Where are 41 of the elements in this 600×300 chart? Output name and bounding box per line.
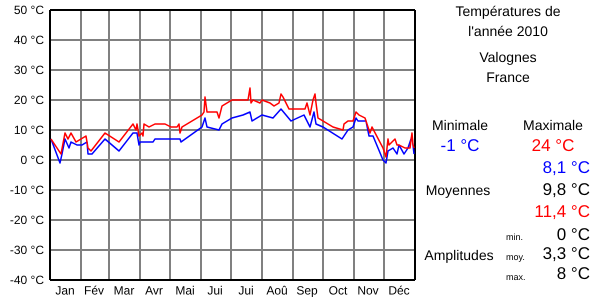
text: -1 °C bbox=[440, 136, 480, 155]
y-tick-label: 40 °C bbox=[14, 32, 44, 47]
x-tick-label: Aoû bbox=[266, 284, 288, 298]
text: min. bbox=[506, 232, 524, 242]
x-tick-label: Sep bbox=[296, 284, 318, 298]
text: Amplitudes bbox=[424, 247, 494, 263]
x-tick-label: Mar bbox=[114, 284, 134, 298]
text: 9,8 °C bbox=[542, 180, 590, 199]
y-tick-label: 20 °C bbox=[14, 92, 44, 107]
text: 3,3 °C bbox=[542, 244, 590, 263]
y-tick-label: -40 °C bbox=[10, 272, 44, 287]
line-series bbox=[50, 87, 415, 158]
line-series bbox=[50, 108, 415, 164]
text: 11,4 °C bbox=[534, 202, 590, 221]
text: Moyennes bbox=[426, 182, 490, 198]
y-tick-label: 0 °C bbox=[20, 152, 44, 167]
text: 8 °C bbox=[556, 264, 590, 283]
y-tick-label: -30 °C bbox=[10, 242, 44, 257]
x-tick-label: Nov bbox=[357, 284, 379, 298]
x-tick-label: Oct bbox=[328, 284, 348, 298]
y-tick-label: -10 °C bbox=[10, 182, 44, 197]
text: Valognes France bbox=[479, 49, 537, 85]
y-tick-label: 50 °C bbox=[14, 2, 44, 17]
x-tick-label: Mai bbox=[175, 284, 195, 298]
x-tick-label: Jui bbox=[207, 284, 223, 298]
text: 24 °C bbox=[532, 136, 574, 155]
x-tick-label: Fév bbox=[84, 284, 104, 298]
x-tick-label: Déc bbox=[388, 284, 410, 298]
text: 0 °C bbox=[556, 225, 590, 244]
y-tick-label: -20 °C bbox=[10, 212, 44, 227]
text: Températures de l'année 2010 bbox=[455, 3, 561, 39]
text: moy. bbox=[506, 252, 525, 262]
text: Minimale bbox=[432, 117, 488, 133]
x-tick-label: Jan bbox=[55, 284, 75, 298]
x-tick-label: Avr bbox=[145, 284, 163, 298]
text: max. bbox=[506, 272, 526, 282]
y-tick-label: 30 °C bbox=[14, 62, 44, 77]
y-tick-label: 10 °C bbox=[14, 122, 44, 137]
text: 8,1 °C bbox=[542, 158, 590, 177]
x-tick-label: Jui bbox=[238, 284, 254, 298]
text: Maximale bbox=[523, 117, 584, 133]
